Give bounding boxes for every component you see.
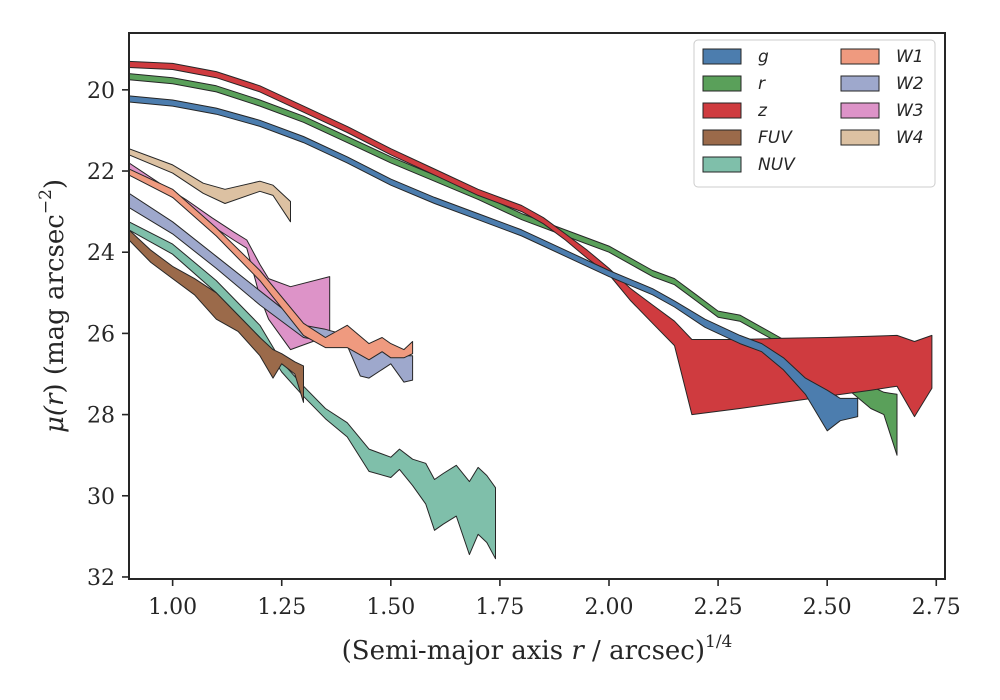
x-axis-ticks: 1.00 1.25 1.50 1.75 2.00 2.25 2.50 2.75 — [148, 579, 961, 620]
legend: grz FUV NUV W1 W2 W3 W4 — [693, 39, 936, 188]
legend-label-w3: W3 — [896, 101, 924, 121]
plot-frame — [128, 32, 946, 580]
legend-swatch-w4 — [840, 129, 880, 146]
legend-swatch-w3 — [840, 102, 880, 119]
y-tick-label: 20 — [87, 79, 115, 104]
legend-swatch-r — [702, 75, 742, 92]
y-tick-label: 22 — [87, 160, 115, 185]
legend-swatch-w2 — [840, 75, 880, 92]
legend-label-w1: W1 — [896, 47, 924, 67]
x-tick-label: 2.75 — [912, 595, 961, 620]
legend-label-z: z — [757, 101, 768, 121]
legend-label-fuv: FUV — [758, 128, 793, 148]
series-bands — [129, 60, 933, 560]
legend-label-g: g — [758, 47, 769, 67]
x-tick-label: 1.00 — [148, 595, 197, 620]
y-tick-label: 30 — [87, 485, 115, 510]
x-axis-label: (Semi-major axis r / arcsec)1/4 — [342, 632, 733, 666]
x-tick-label: 1.75 — [475, 595, 524, 620]
series-band-w1 — [129, 168, 414, 361]
legend-label-nuv: NUV — [758, 155, 796, 175]
series-band-w4 — [129, 148, 291, 223]
x-tick-label: 2.50 — [803, 595, 852, 620]
legend-swatch-w1 — [840, 48, 880, 65]
legend-items: grz FUV NUV W1 W2 W3 W4 — [702, 47, 924, 175]
legend-label-w4: W4 — [896, 128, 924, 148]
y-tick-label: 26 — [87, 322, 115, 347]
series-band-g — [129, 95, 859, 432]
series-band-z — [129, 60, 933, 418]
y-tick-label: 32 — [87, 566, 115, 591]
x-tick-label: 2.25 — [694, 595, 743, 620]
legend-swatch-fuv — [702, 129, 742, 146]
legend-swatch-nuv — [702, 156, 742, 173]
y-axis-label: μ(r) (mag arcsec−2) — [36, 179, 70, 433]
legend-label-r: r — [758, 74, 766, 94]
legend-swatch-g — [702, 48, 742, 65]
x-tick-label: 1.25 — [257, 595, 306, 620]
y-axis-ticks: 20 22 24 26 28 30 32 — [87, 79, 129, 591]
x-tick-label: 2.00 — [585, 595, 634, 620]
legend-label-w2: W2 — [896, 74, 924, 94]
series-band-nuv — [129, 221, 496, 560]
y-tick-label: 28 — [87, 404, 115, 429]
y-tick-label: 24 — [87, 241, 115, 266]
legend-swatch-z — [702, 102, 742, 119]
x-tick-label: 1.50 — [366, 595, 415, 620]
series-band-fuv — [129, 229, 304, 403]
